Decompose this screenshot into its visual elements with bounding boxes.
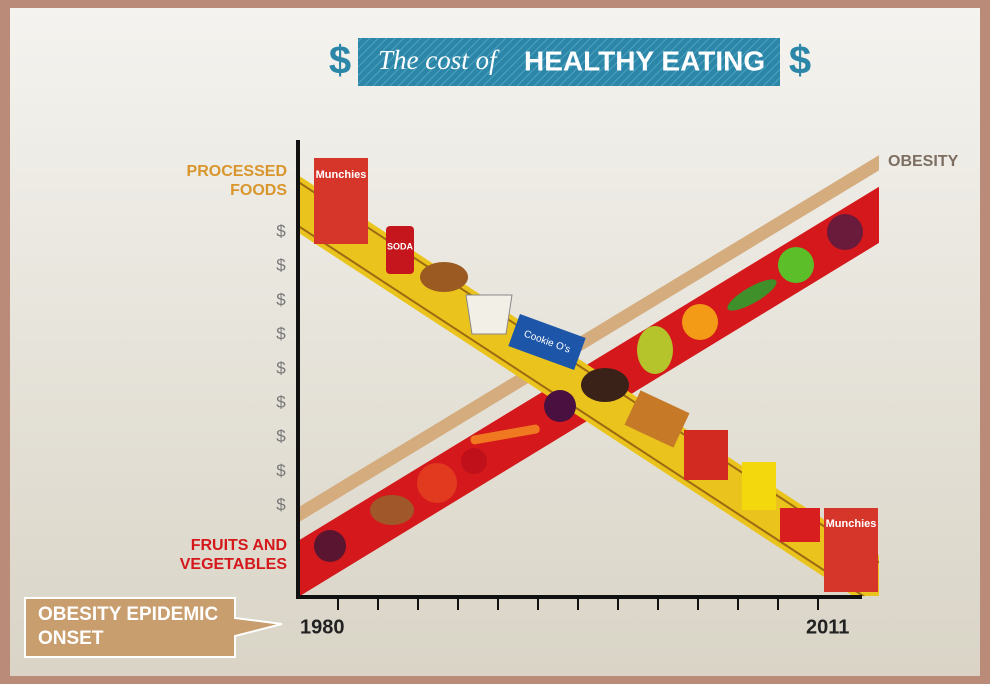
x-end: 2011	[806, 616, 849, 638]
orange	[682, 304, 718, 340]
strawberry	[461, 448, 487, 474]
callout-text: OBESITY EPIDEMIC	[38, 604, 218, 625]
cost-marker: $	[276, 324, 286, 343]
bottom-label: FRUITS AND	[191, 537, 287, 554]
cost-marker: $	[276, 358, 286, 377]
x-start: 1980	[300, 616, 345, 638]
title-prefix: The cost of	[378, 45, 500, 75]
cost-marker: $	[276, 290, 286, 309]
cost-marker: $	[276, 461, 286, 480]
cost-marker: $	[276, 256, 286, 275]
cost-marker: $	[276, 392, 286, 411]
bottom-label: VEGETABLES	[180, 556, 288, 573]
snack-bag	[742, 462, 776, 510]
title-symbol: $	[329, 39, 351, 83]
title-symbol: $	[789, 39, 811, 83]
chip-tubes	[684, 430, 728, 480]
trend-label: OBESITY	[888, 153, 959, 170]
fries-box	[780, 508, 820, 542]
tomato	[417, 463, 457, 503]
apple	[778, 247, 814, 283]
burger	[420, 262, 468, 292]
cupcake	[581, 368, 629, 402]
cost-marker: $	[276, 495, 286, 514]
cost-markers: $ $ $ $ $ $ $ $ $	[276, 221, 286, 514]
grapes	[827, 214, 863, 250]
grapes	[314, 530, 346, 562]
item-label: Munchies	[316, 169, 367, 181]
top-label: PROCESSED	[187, 163, 287, 180]
item-label: SODA	[387, 241, 414, 251]
pear	[637, 326, 673, 374]
item-label: Munchies	[826, 518, 877, 530]
cost-marker: $	[276, 427, 286, 446]
chicken-bucket	[466, 295, 512, 334]
top-label: FOODS	[230, 182, 287, 199]
sweet-potato	[370, 495, 414, 525]
plum	[544, 390, 576, 422]
title-emphasis: HEALTHY EATING	[524, 45, 765, 76]
callout-text: ONSET	[38, 628, 104, 649]
infographic: $ $ The cost of HEALTHY EATING Munchies …	[0, 0, 990, 684]
cost-marker: $	[276, 221, 286, 240]
